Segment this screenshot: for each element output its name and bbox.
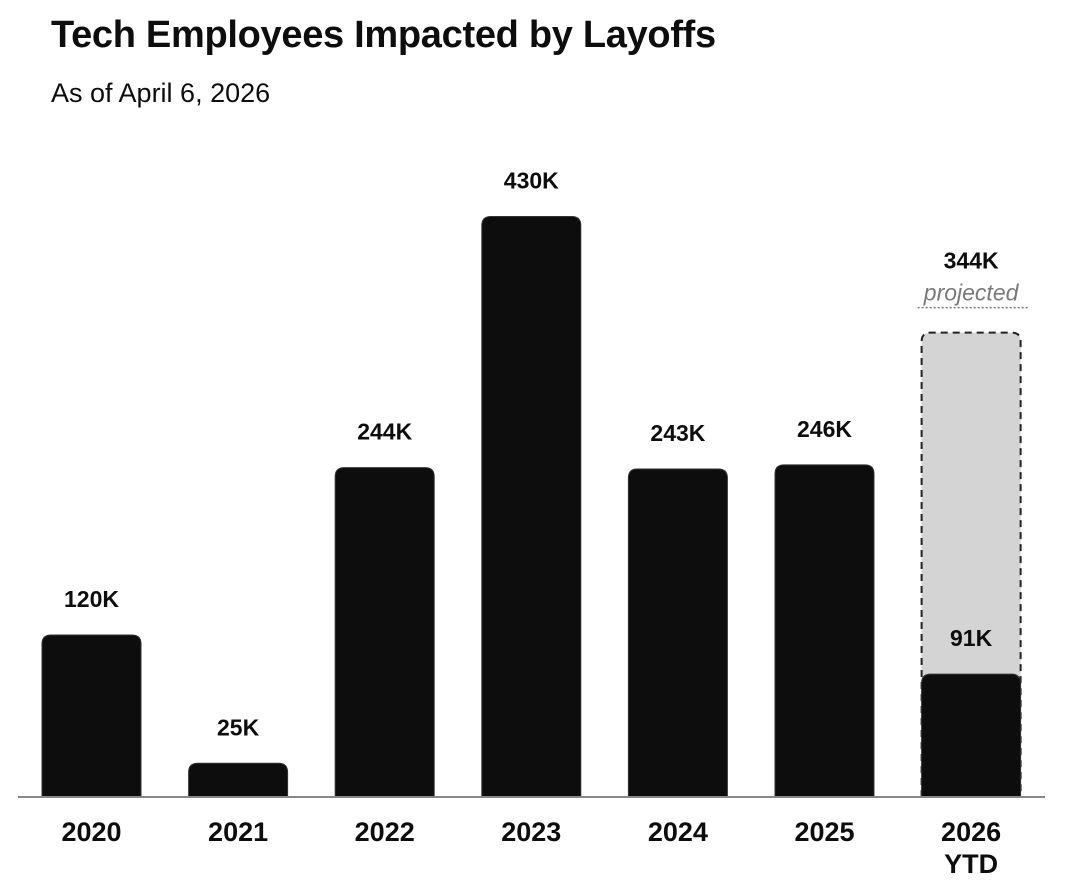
bar (774, 464, 875, 798)
x-tick-label: 2020 (61, 817, 121, 847)
projected-value-label: 344K (944, 248, 999, 274)
bar (921, 673, 1022, 798)
x-tick-label: 2025 (794, 817, 854, 847)
value-label: 243K (650, 420, 705, 446)
x-tick-label: 2022 (355, 817, 415, 847)
x-tick-label: YTD (944, 849, 998, 879)
x-tick-label: 2021 (208, 817, 268, 847)
x-tick-label: 2023 (501, 817, 561, 847)
value-label: 244K (357, 419, 412, 445)
value-label: 246K (797, 416, 852, 442)
bar (481, 216, 582, 798)
x-tick-label: 2026 (941, 817, 1001, 847)
value-label: 120K (64, 586, 119, 612)
x-tick-label: 2024 (648, 817, 708, 847)
bar (41, 634, 142, 798)
bar (334, 467, 435, 798)
chart-subtitle: As of April 6, 2026 (51, 78, 271, 108)
value-label: 91K (950, 625, 993, 651)
bar (188, 762, 289, 798)
value-label: 25K (217, 714, 260, 740)
projected-note-label: projected (923, 280, 1020, 306)
chart-title: Tech Employees Impacted by Layoffs (51, 14, 716, 56)
bar (627, 468, 728, 798)
value-label: 430K (504, 168, 559, 194)
